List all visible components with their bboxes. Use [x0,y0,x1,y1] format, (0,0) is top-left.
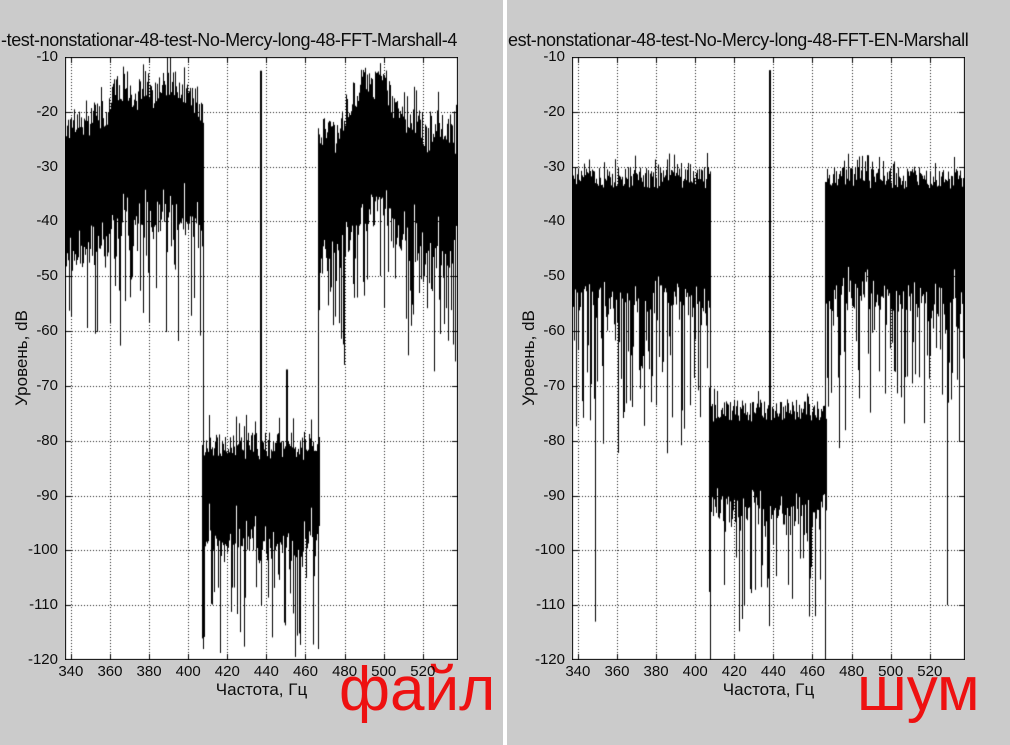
y-tick-label: -40 [36,212,58,230]
y-tick-label: -70 [543,376,565,394]
spectrum-plot-file[interactable] [65,57,458,660]
x-tick-label: 440 [760,663,786,680]
y-tick-label: -30 [543,157,565,175]
x-tick-label: 480 [332,663,358,680]
x-tick-label: 500 [371,663,397,680]
x-axis-label: Частота, Гц [215,680,308,699]
y-tick-label: -70 [36,376,58,394]
x-tick-label: 420 [721,663,747,680]
y-tick-label: -100 [27,541,58,559]
spectrum-plot-noise[interactable] [572,57,965,660]
x-tick-label: 460 [292,663,318,680]
x-tick-label: 400 [682,663,708,680]
y-tick-label: -40 [543,212,565,230]
y-tick-label: -80 [36,431,58,449]
x-tick-label: 380 [136,663,162,680]
y-tick-label: -30 [36,157,58,175]
y-tick-label: -10 [36,48,58,65]
y-tick-label: -110 [29,596,58,614]
y-tick-label: -120 [534,651,565,668]
x-tick-label: 520 [410,663,436,680]
x-axis-label: Частота, Гц [722,680,815,699]
annotation-file: файл [339,655,496,724]
x-tick-label: 480 [839,663,865,680]
x-tick-label: 420 [214,663,240,680]
y-tick-label: -50 [543,267,565,285]
y-tick-label: -60 [543,322,565,340]
x-tick-label: 360 [97,663,123,680]
y-tick-label: -60 [36,322,58,340]
figure-title: -test-nonstationar-48-test-No-Mercy-long… [1,30,457,50]
y-tick-label: -120 [27,651,58,668]
y-tick-label: -10 [543,48,565,65]
y-tick-label: -80 [543,431,565,449]
y-tick-label: -110 [536,596,565,614]
y-tick-label: -20 [36,102,58,120]
annotation-noise: шум [857,655,980,724]
x-tick-label: 400 [175,663,201,680]
x-tick-label: 380 [643,663,669,680]
y-tick-label: -90 [36,486,58,504]
x-tick-label: 340 [565,663,591,680]
x-tick-label: 500 [878,663,904,680]
x-tick-label: 360 [604,663,630,680]
y-tick-label: -90 [543,486,565,504]
x-tick-label: 340 [58,663,84,680]
x-tick-label: 520 [917,663,943,680]
window-divider [503,0,507,745]
x-tick-label: 440 [253,663,279,680]
figure-title: est-nonstationar-48-test-No-Mercy-long-4… [508,30,969,50]
y-tick-label: -50 [36,267,58,285]
y-tick-label: -100 [534,541,565,559]
x-tick-label: 460 [799,663,825,680]
y-tick-label: -20 [543,102,565,120]
figure-window-noise: est-nonstationar-48-test-No-Mercy-long-4… [507,0,1010,745]
figure-window-file: -test-nonstationar-48-test-No-Mercy-long… [0,0,503,745]
